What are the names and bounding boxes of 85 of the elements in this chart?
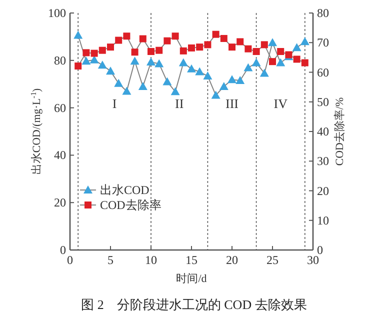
point — [204, 41, 212, 48]
point — [146, 58, 156, 66]
x-tick-label: 15 — [186, 253, 198, 267]
x-tick-label: 5 — [108, 253, 114, 267]
point — [154, 59, 164, 68]
y2-tick-label: 40 — [317, 124, 329, 138]
point — [260, 68, 269, 77]
point — [203, 72, 212, 80]
point — [236, 38, 244, 46]
caption: 图 2 分阶段进水工况的 COD 去除效果 — [81, 297, 307, 312]
point — [139, 35, 146, 42]
y2-tick-label: 20 — [317, 184, 329, 198]
point — [180, 47, 187, 54]
point — [244, 45, 252, 52]
point — [130, 56, 140, 65]
annotation: IV — [274, 96, 288, 111]
point — [98, 60, 107, 69]
point — [148, 48, 154, 56]
point — [212, 30, 220, 38]
point — [170, 87, 180, 96]
point — [292, 43, 302, 52]
y-tick-label: 100 — [48, 6, 66, 20]
x-tick-label: 10 — [145, 253, 157, 267]
point — [244, 63, 253, 72]
y2-tick-label: 70 — [317, 36, 329, 50]
point — [228, 75, 236, 84]
y-tick-label: 0 — [60, 243, 66, 257]
point — [276, 58, 286, 66]
legend-label: 出水COD — [100, 183, 150, 197]
point — [138, 82, 148, 90]
point — [268, 38, 277, 46]
x-axis-title: 时间/d — [176, 272, 208, 285]
point — [162, 77, 172, 86]
y2-tick-label: 30 — [317, 154, 329, 168]
point — [114, 78, 124, 87]
point — [115, 36, 122, 44]
point — [122, 86, 132, 95]
point — [236, 76, 245, 84]
y-tick-label: 60 — [54, 100, 66, 115]
point — [220, 34, 228, 42]
point — [178, 58, 188, 66]
point — [260, 41, 268, 48]
annotation: I — [112, 96, 117, 111]
point — [301, 59, 308, 66]
annotation: II — [175, 96, 184, 111]
point — [90, 50, 98, 57]
y2-tick-label: 80 — [317, 6, 329, 20]
point — [82, 56, 91, 65]
point — [188, 44, 195, 52]
point — [131, 48, 138, 56]
y-tick-label: 40 — [54, 148, 66, 162]
point — [252, 58, 261, 66]
point — [300, 37, 310, 46]
point — [74, 30, 83, 39]
x-tick-label: 25 — [266, 253, 278, 267]
y-tick-label: 80 — [54, 53, 66, 68]
y2-tick-label: 10 — [317, 213, 329, 228]
point — [211, 90, 220, 99]
point — [74, 62, 82, 70]
y2-tick-label: 60 — [317, 65, 329, 80]
y2-tick-label: 0 — [317, 243, 323, 257]
point — [195, 67, 204, 76]
point — [228, 44, 236, 51]
point — [187, 64, 196, 72]
point — [269, 58, 276, 66]
y2-axis-title: COD去除率/% — [333, 97, 346, 166]
x-tick-label: 30 — [307, 253, 319, 267]
point — [196, 44, 204, 51]
point — [219, 82, 228, 90]
annotation: III — [226, 96, 238, 111]
point — [107, 44, 114, 51]
point — [164, 37, 171, 44]
point — [156, 46, 163, 54]
y-tick-label: 20 — [54, 196, 66, 210]
point — [82, 49, 90, 56]
point — [172, 32, 179, 40]
x-tick-label: 20 — [226, 253, 238, 267]
point — [123, 32, 130, 40]
point — [98, 46, 106, 54]
point — [106, 66, 115, 75]
point — [252, 48, 260, 56]
legend-label: COD去除率 — [100, 198, 162, 212]
point — [277, 48, 284, 56]
point — [293, 56, 300, 63]
y2-tick-label: 50 — [317, 94, 329, 109]
